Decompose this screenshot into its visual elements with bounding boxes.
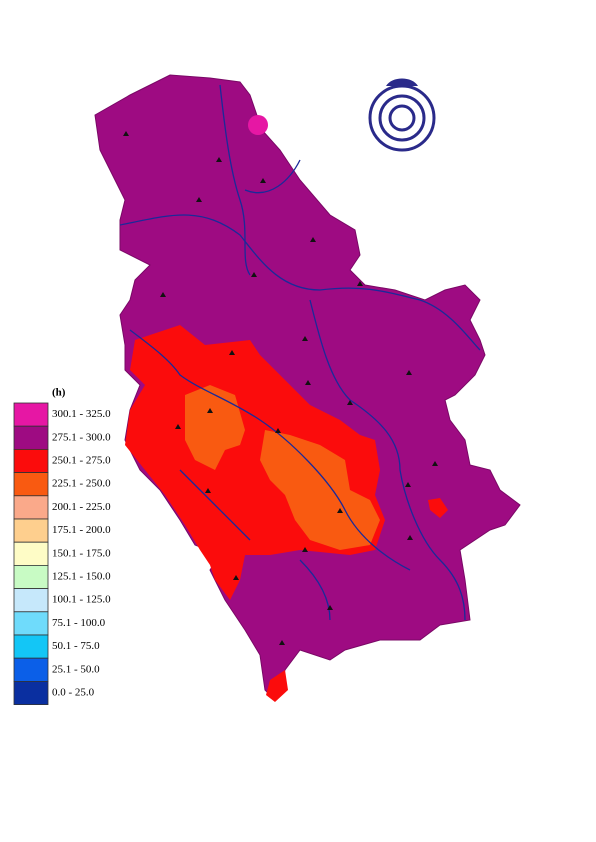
zone-250-275	[266, 670, 288, 702]
legend-label: 75.1 - 100.0	[52, 617, 106, 629]
legend-swatch	[13, 448, 49, 473]
legend-swatch	[13, 541, 49, 566]
legend-label: 300.1 - 325.0	[52, 408, 111, 420]
legend-swatch	[13, 657, 49, 682]
legend-title: (h)	[52, 387, 66, 399]
zone-225-250	[185, 385, 245, 470]
legend-label: 125.1 - 150.0	[52, 571, 111, 583]
legend-swatch	[13, 495, 49, 520]
legend-swatch	[13, 611, 49, 636]
legend-swatch	[13, 425, 49, 450]
legend-label: 150.1 - 175.0	[52, 547, 111, 559]
legend-label: 175.1 - 200.0	[52, 524, 111, 536]
legend-swatch	[13, 588, 49, 613]
legend-swatch	[13, 634, 49, 659]
legend-swatch	[13, 565, 49, 590]
rivers	[119, 84, 481, 621]
legend-label: 275.1 - 300.0	[52, 431, 111, 443]
legend-label: 250.1 - 275.0	[52, 455, 111, 467]
legend-swatch	[13, 518, 49, 543]
legend-swatch	[13, 402, 49, 427]
legend: (h) 300.1 - 325.0 275.1 - 300.0 250.1 - 27…	[13, 387, 111, 706]
legend-label: 100.1 - 125.0	[52, 594, 111, 606]
legend-label: 25.1 - 50.0	[52, 663, 100, 675]
legend-swatch	[13, 472, 49, 497]
zone-250-275	[428, 498, 448, 518]
legend-label: 0.0 - 25.0	[52, 687, 95, 699]
legend-label: 50.1 - 75.0	[52, 640, 100, 652]
legend-label: 225.1 - 250.0	[52, 478, 111, 490]
zone-300-325	[248, 115, 268, 135]
legend-swatch	[13, 681, 49, 706]
logo	[368, 78, 436, 152]
legend-label: 200.1 - 225.0	[52, 501, 111, 513]
